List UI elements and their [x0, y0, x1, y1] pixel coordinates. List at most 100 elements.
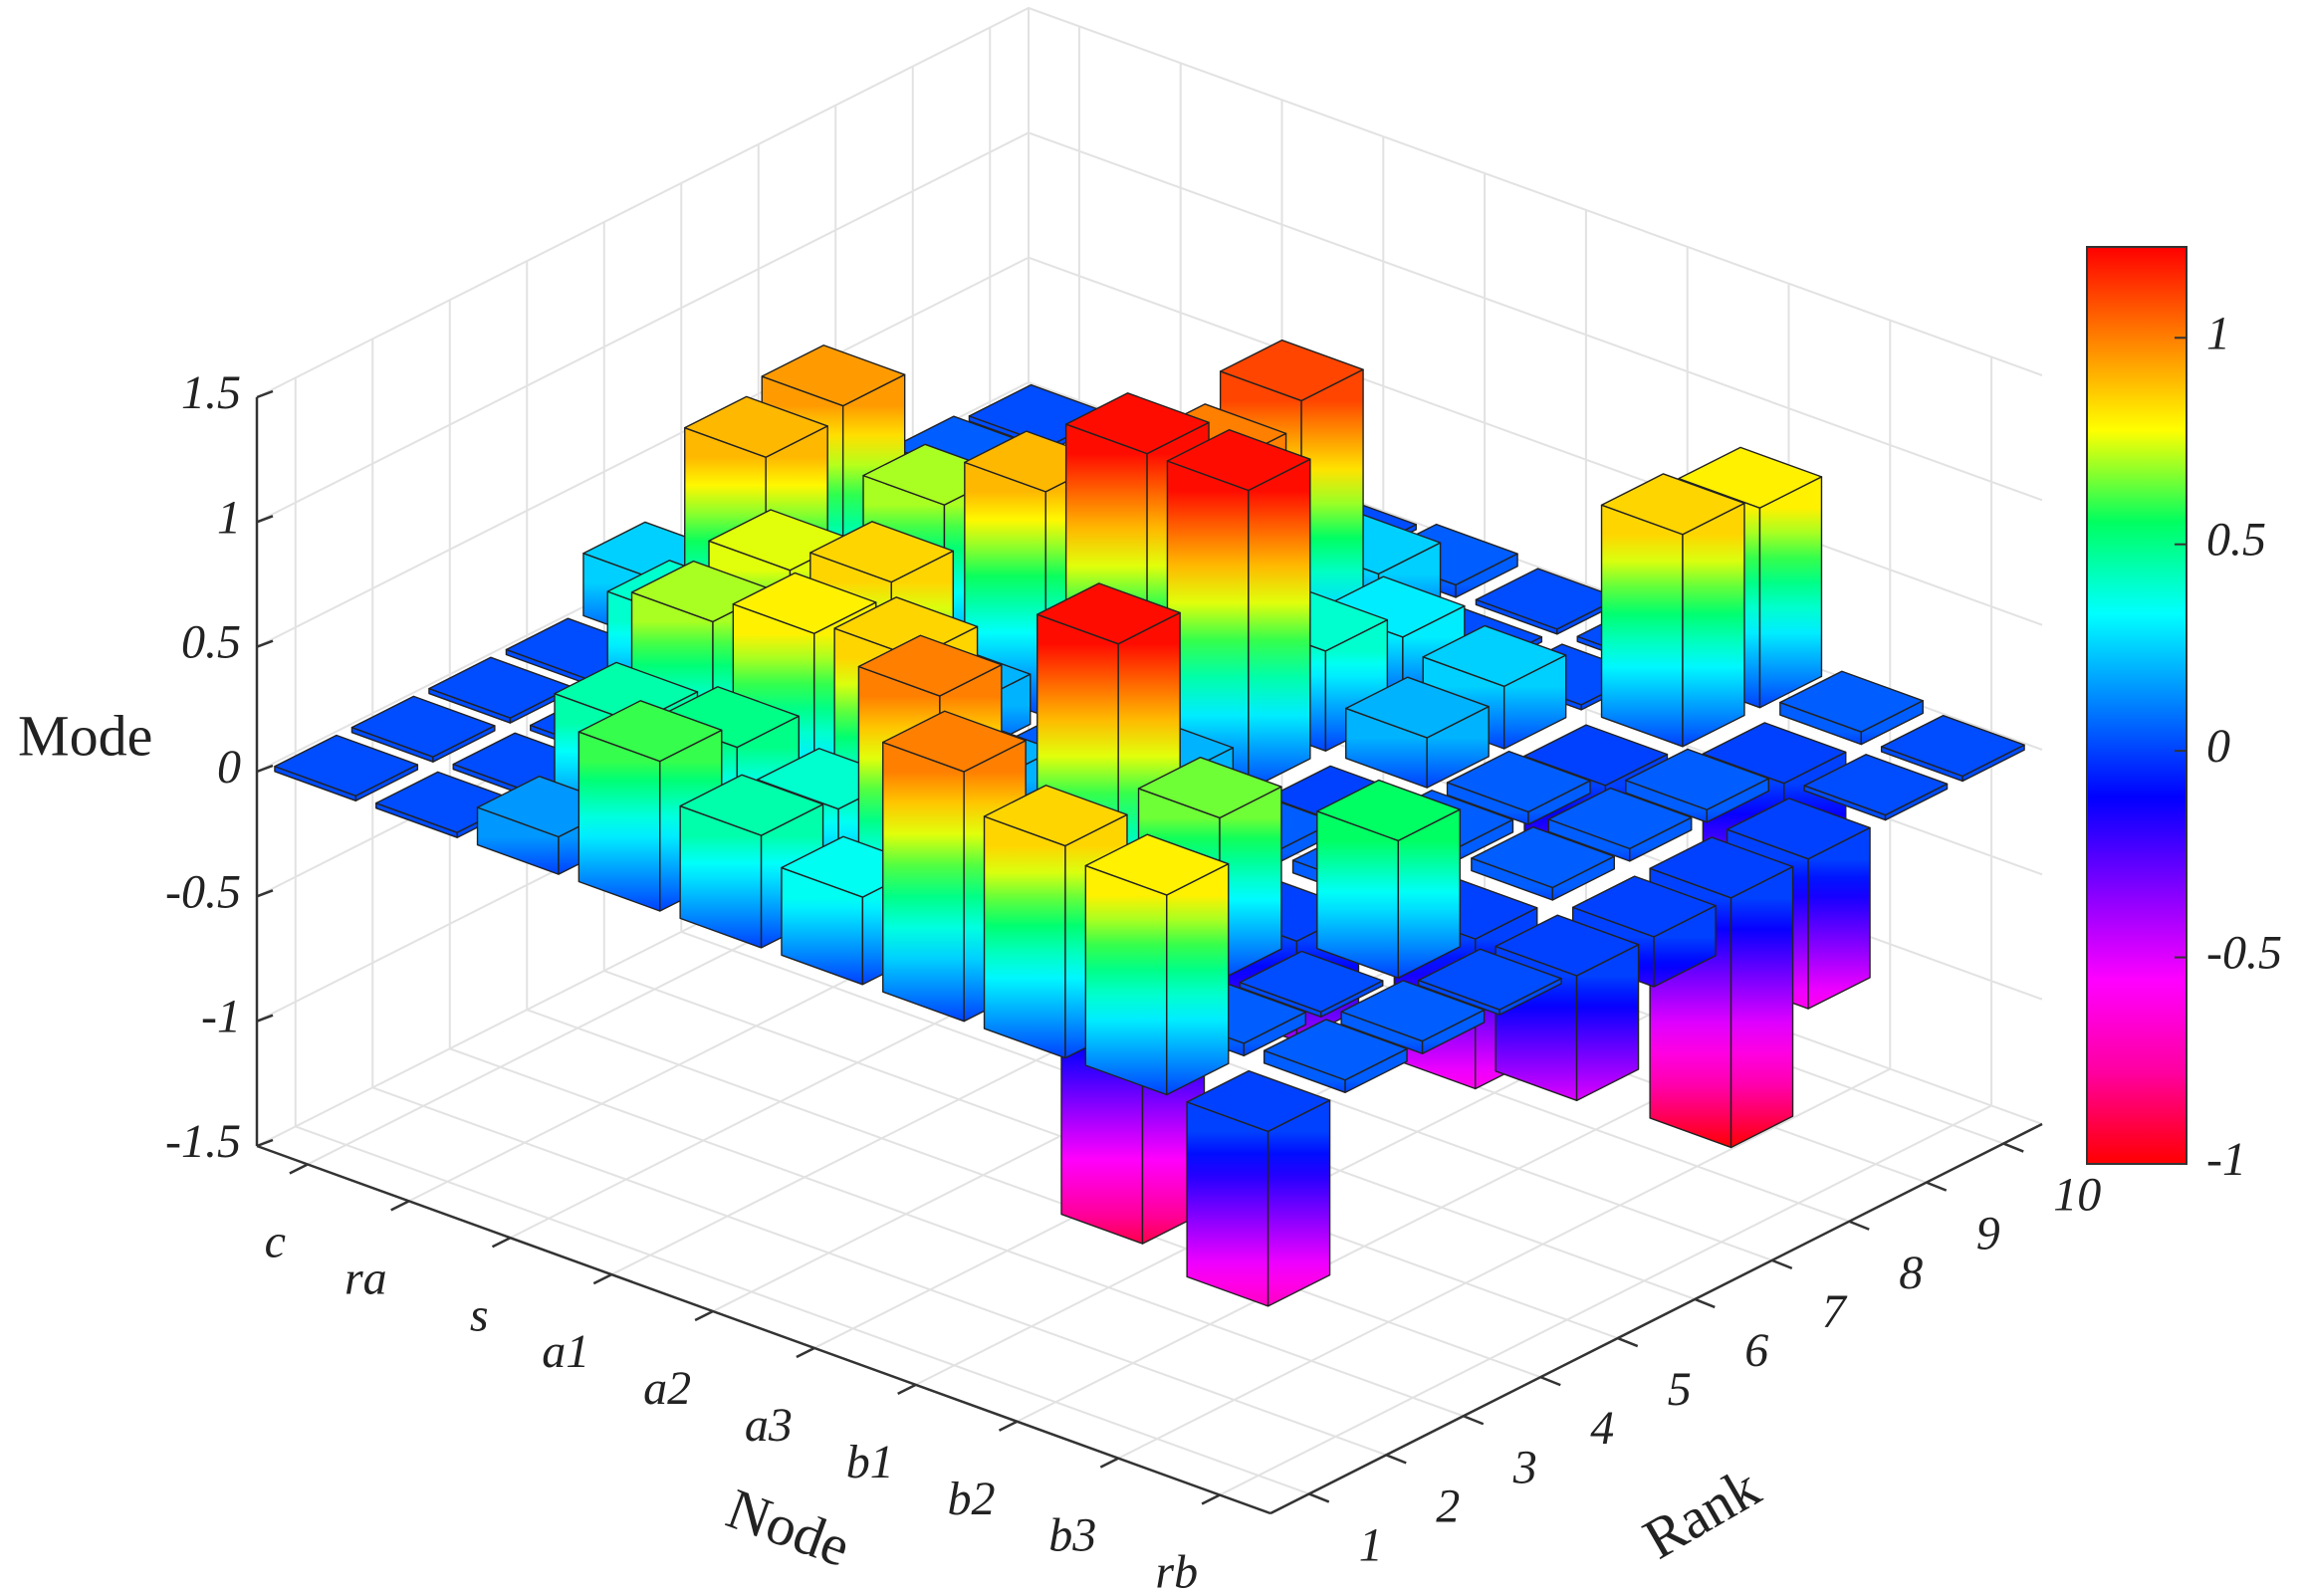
z-tick	[256, 1138, 274, 1148]
x-tick-label: b1	[846, 1436, 894, 1488]
x-tick-label: a3	[745, 1399, 793, 1452]
bar	[1166, 429, 1311, 791]
bar	[350, 695, 496, 763]
bar-top	[1263, 1019, 1408, 1081]
bar-top	[1422, 624, 1567, 688]
bar-top	[1803, 754, 1949, 816]
grid-line	[1219, 356, 1993, 1496]
x-tick-label: ra	[345, 1252, 387, 1304]
bar-face	[577, 731, 661, 912]
z-tick-label: -1.5	[165, 1115, 241, 1168]
bar	[1417, 948, 1562, 1016]
bar-top	[1239, 950, 1384, 1013]
y-tick	[1539, 1375, 1561, 1387]
z-tick-label: 0.5	[181, 616, 241, 669]
bar-top	[1417, 948, 1562, 1011]
x-tick	[1099, 1457, 1119, 1469]
x-axis-title: Node	[719, 1476, 858, 1579]
bar	[1471, 825, 1615, 901]
bar-top	[1475, 568, 1620, 630]
bar	[1340, 980, 1486, 1054]
bar	[1803, 754, 1949, 821]
y-tick-label: 3	[1512, 1441, 1537, 1493]
x-tick-label: a2	[643, 1362, 691, 1415]
bar-top	[1880, 714, 2025, 778]
bar-top	[1316, 779, 1461, 842]
bar-top	[1547, 787, 1693, 850]
colorbar-tick-label: -1	[2206, 1133, 2246, 1186]
bar	[1547, 787, 1693, 862]
bar	[1600, 473, 1745, 748]
bar-top	[809, 521, 954, 583]
colorbar-tick-label: 0	[2206, 720, 2230, 773]
bar	[1880, 714, 2025, 783]
bar-face	[1166, 862, 1230, 1096]
bar-face	[1267, 1099, 1331, 1307]
y-tick	[2002, 1142, 2024, 1153]
y-tick	[1694, 1297, 1716, 1309]
bar	[1649, 836, 1794, 1149]
x-tick	[1201, 1493, 1221, 1505]
y-tick-label: 9	[1976, 1208, 2000, 1260]
bar-top	[1625, 748, 1769, 810]
z-tick-label: 1	[217, 491, 241, 544]
bar-top	[1084, 833, 1230, 896]
bar-top	[684, 395, 828, 458]
bar	[1495, 914, 1640, 1102]
y-tick	[1308, 1492, 1330, 1503]
bar-top	[1471, 825, 1615, 889]
bar	[1263, 1019, 1408, 1094]
y-axis	[1269, 1122, 2043, 1515]
bar	[1446, 750, 1591, 825]
z-tick-label: -0.5	[165, 865, 241, 918]
bar-top	[274, 734, 419, 797]
bars	[274, 339, 2025, 1307]
bar-top	[882, 710, 1027, 773]
bar-face	[1084, 864, 1168, 1096]
z-tick-label: -1	[201, 991, 241, 1043]
y-tick-label: 5	[1668, 1363, 1692, 1416]
bar	[1186, 1069, 1331, 1307]
bar	[1316, 779, 1461, 979]
grid-line	[294, 377, 1310, 1495]
bar-top	[732, 571, 877, 634]
z-axis-title: Mode	[18, 703, 152, 768]
z-tick-label: 0	[217, 741, 241, 794]
y-tick-label: 2	[1436, 1480, 1460, 1532]
bar-top	[1678, 446, 1823, 509]
bar	[1779, 670, 1924, 746]
y-tick	[1771, 1258, 1793, 1270]
z-tick	[256, 889, 274, 898]
y-tick-label: 6	[1744, 1324, 1768, 1377]
bar-top	[1166, 429, 1311, 492]
x-tick	[796, 1346, 815, 1359]
grid-line	[1117, 320, 1892, 1460]
bar-face	[1248, 458, 1311, 791]
y-tick-label: 4	[1590, 1402, 1614, 1455]
x-tick	[491, 1237, 512, 1249]
bar-top	[679, 774, 824, 836]
grid-line	[448, 300, 1465, 1418]
bar-top	[1571, 875, 1717, 938]
bar-top	[1186, 1069, 1331, 1133]
x-tick-label: b2	[948, 1473, 996, 1525]
bar-top	[857, 634, 1003, 697]
grid-line	[256, 6, 2043, 398]
bar-top	[1779, 670, 1924, 733]
bar-face	[1758, 476, 1823, 709]
y-tick-label: 7	[1822, 1285, 1848, 1338]
x-tick	[998, 1420, 1019, 1432]
y-tick-label: 10	[2053, 1169, 2101, 1222]
x-tick	[289, 1163, 309, 1175]
bar-top	[1649, 836, 1794, 899]
bar	[1239, 950, 1384, 1018]
bar-face	[1682, 502, 1745, 748]
bar-top	[1064, 392, 1210, 455]
bar-top	[761, 344, 906, 407]
bar-top	[577, 700, 723, 763]
x-tick-label: s	[470, 1288, 489, 1341]
x-tick	[694, 1309, 714, 1322]
bar-face	[1729, 865, 1794, 1149]
x-tick-label: rb	[1155, 1546, 1198, 1596]
